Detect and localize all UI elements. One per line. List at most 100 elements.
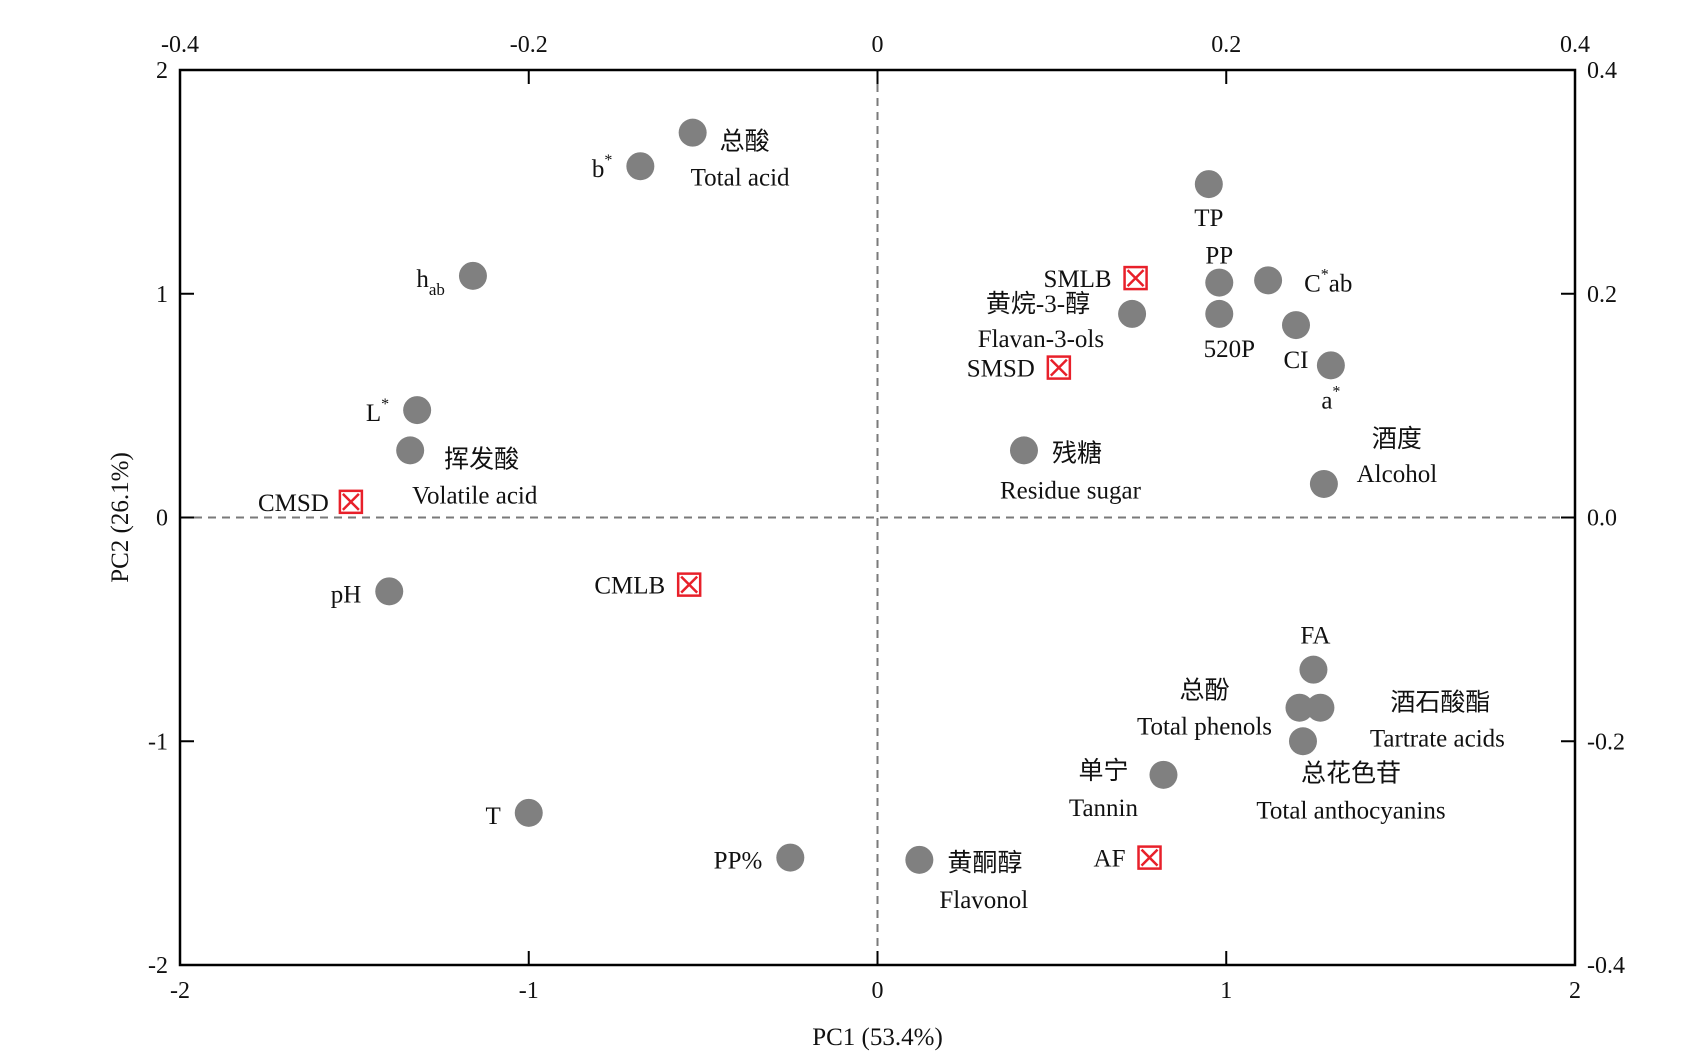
- variable-point: [375, 577, 404, 606]
- variable-point: [776, 843, 805, 872]
- variable-label-text: 黄酮醇: [947, 849, 1022, 877]
- variable-label-superscript: *: [604, 152, 612, 169]
- variable-label: FA: [1300, 623, 1330, 650]
- x-tick-label: -1: [519, 978, 539, 1004]
- variable-label-english: Flavonol: [939, 887, 1028, 914]
- variable-point: [1316, 351, 1345, 380]
- variable-label: 挥发酸: [444, 445, 519, 473]
- right-tick-label: -0.4: [1587, 953, 1625, 979]
- variable-label-text: 520P: [1204, 336, 1255, 363]
- variable-label-text: CI: [1284, 347, 1309, 374]
- top-tick-label: -0.4: [161, 32, 199, 58]
- variable-label-text: 挥发酸: [444, 445, 519, 473]
- variable-label-superscript: *: [381, 396, 389, 413]
- variable-label-english: Total acid: [691, 165, 790, 192]
- sample-marker-cross: [1126, 269, 1145, 287]
- variable-label-text: 总酚: [1179, 677, 1229, 705]
- variable-point: [1299, 655, 1328, 684]
- variable-tannin: 单宁 Tannin: [1069, 757, 1178, 822]
- variable-label: hab: [416, 266, 445, 299]
- variable-label-superscript: *: [1321, 266, 1329, 283]
- top-tick-label: -0.2: [510, 32, 548, 58]
- variable-label-text: 酒石酸酯: [1390, 689, 1490, 717]
- sample-points: SMLB SMSD CMSD CMLB AF: [258, 265, 1162, 873]
- variable-point: [678, 118, 707, 147]
- variable-point: [1285, 693, 1314, 722]
- sample-marker-cross: [680, 575, 699, 594]
- variable-label-text: L: [366, 400, 381, 427]
- top-tick-label: 0.2: [1211, 32, 1241, 58]
- variable-label-english: Tartrate acids: [1370, 726, 1505, 753]
- sample-marker-cross: [1140, 848, 1159, 867]
- variable-volatile-acid: 挥发酸 Volatile acid: [396, 436, 538, 509]
- variable-label: 单宁: [1078, 757, 1128, 785]
- variable-tartrate-acids: 酒石酸酯 Tartrate acids: [1306, 689, 1505, 753]
- sample-cmsd: CMSD: [258, 489, 364, 517]
- variable-label: L*: [366, 396, 389, 427]
- variable-pp: PP: [1205, 243, 1234, 297]
- sample-label: SMSD: [967, 356, 1035, 383]
- variable-h-ab: hab: [416, 261, 487, 299]
- y-tick-label: 2: [156, 58, 168, 84]
- sample-label: CMSD: [258, 490, 329, 517]
- variable-label: PP%: [714, 848, 763, 875]
- variable-l-star: L*: [366, 396, 432, 427]
- sample-smsd: SMSD: [967, 355, 1072, 383]
- variable-point: [1205, 299, 1234, 328]
- y-tick-label: 1: [156, 282, 168, 308]
- variable-point: [1205, 268, 1234, 297]
- variable-point: [1282, 311, 1310, 340]
- sample-label: AF: [1094, 846, 1126, 873]
- variable-label-text: 单宁: [1078, 757, 1128, 785]
- x-tick-label: 1: [1220, 978, 1232, 1004]
- variable-label-english: Alcohol: [1357, 461, 1438, 488]
- variable-label: 总酚: [1179, 677, 1229, 705]
- sample-af: AF: [1094, 845, 1162, 873]
- variable-label-text: PP%: [714, 848, 763, 875]
- variable-point: [396, 436, 425, 465]
- variable-point: [1309, 469, 1338, 498]
- variable-label-subscript: ab: [429, 280, 445, 299]
- variable-label: 酒度: [1372, 425, 1422, 453]
- variable-label-suffix: ab: [1329, 270, 1353, 297]
- variable-alcohol: 酒度 Alcohol: [1309, 425, 1438, 498]
- variable-fa: FA: [1299, 623, 1330, 684]
- top-tick-label: 0.4: [1560, 32, 1590, 58]
- variable-label-english: Residue sugar: [1000, 477, 1142, 504]
- variable-label: pH: [331, 581, 362, 608]
- right-tick-label: 0.0: [1587, 506, 1617, 532]
- variable-point: [403, 396, 432, 425]
- variable-label-text: 总花色苷: [1301, 759, 1401, 787]
- variable-label: TP: [1194, 205, 1223, 232]
- variable-label-text: pH: [331, 581, 362, 608]
- variable-flavonol: 黄酮醇 Flavonol: [905, 845, 1028, 914]
- top-tick-label: 0: [872, 32, 884, 58]
- variable-label-english: Total anthocyanins: [1256, 797, 1445, 824]
- variable-label-text: 残糖: [1052, 439, 1102, 467]
- variable-a-star: a*: [1316, 351, 1345, 414]
- variable-point: [1149, 760, 1178, 789]
- x-tick-label: -2: [170, 978, 190, 1004]
- variable-label: 总酸: [720, 128, 770, 156]
- sample-smlb: SMLB: [1043, 265, 1148, 293]
- variable-point: [905, 845, 934, 874]
- variable-total-anthocyanins: 总花色苷 Total anthocyanins: [1256, 727, 1446, 824]
- right-tick-label: 0.4: [1587, 58, 1617, 84]
- variable-label: 黄烷-3-醇: [986, 290, 1090, 318]
- variable-label-english: Flavan-3-ols: [978, 326, 1104, 353]
- variable-label-text: FA: [1300, 623, 1330, 650]
- variable-label-text: 黄烷-3-醇: [986, 290, 1090, 318]
- sample-cmlb: CMLB: [594, 572, 702, 600]
- right-tick-label: -0.2: [1587, 729, 1625, 755]
- variable-ph: pH: [331, 577, 404, 608]
- variable-point: [1288, 727, 1317, 756]
- variable-pp-percent: PP%: [714, 843, 805, 875]
- variable-520p: 520P: [1204, 299, 1255, 363]
- variable-label-text: a: [1321, 387, 1332, 414]
- variable-label: 520P: [1204, 336, 1255, 363]
- variable-c-ab: C*ab: [1254, 266, 1352, 297]
- variable-label-english: Volatile acid: [412, 482, 538, 509]
- variable-tp: TP: [1194, 170, 1223, 232]
